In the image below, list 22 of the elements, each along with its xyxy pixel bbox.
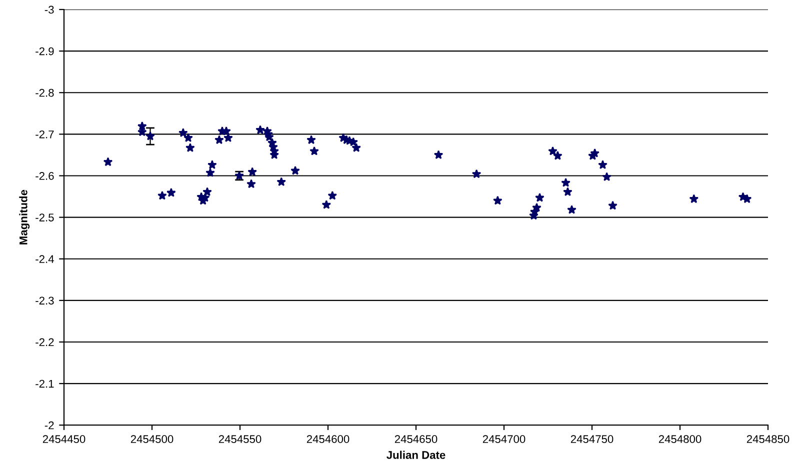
x-tick-label: 2454800 — [658, 435, 702, 444]
x-tick-label: 2454650 — [394, 435, 438, 444]
x-tick-label: 2454600 — [306, 435, 350, 444]
x-tick-label: 2454850 — [746, 435, 790, 444]
y-tick-label: -2.7 — [36, 130, 54, 138]
x-tick-label: 2454450 — [42, 435, 86, 444]
y-axis-title: Magnitude — [19, 190, 30, 244]
y-tick-label: -2.6 — [36, 172, 54, 180]
x-tick-label: 2454550 — [218, 435, 262, 444]
y-tick-label: -2.2 — [36, 338, 54, 346]
x-tick-label: 2454750 — [570, 435, 614, 444]
y-tick-label: -3 — [44, 6, 54, 14]
x-axis-title: Julian Date — [386, 450, 446, 459]
y-tick-label: -2.8 — [36, 88, 54, 97]
y-tick-label: -2.5 — [36, 214, 54, 222]
y-tick-label: -2.9 — [36, 47, 54, 56]
y-tick-label: -2.3 — [36, 296, 54, 305]
y-tick-label: -2.4 — [36, 255, 54, 263]
x-tick-label: 2454500 — [130, 435, 174, 444]
y-tick-label: -2.1 — [36, 380, 54, 388]
y-tick-label: -2 — [44, 421, 54, 430]
x-tick-label: 2454700 — [482, 435, 526, 444]
